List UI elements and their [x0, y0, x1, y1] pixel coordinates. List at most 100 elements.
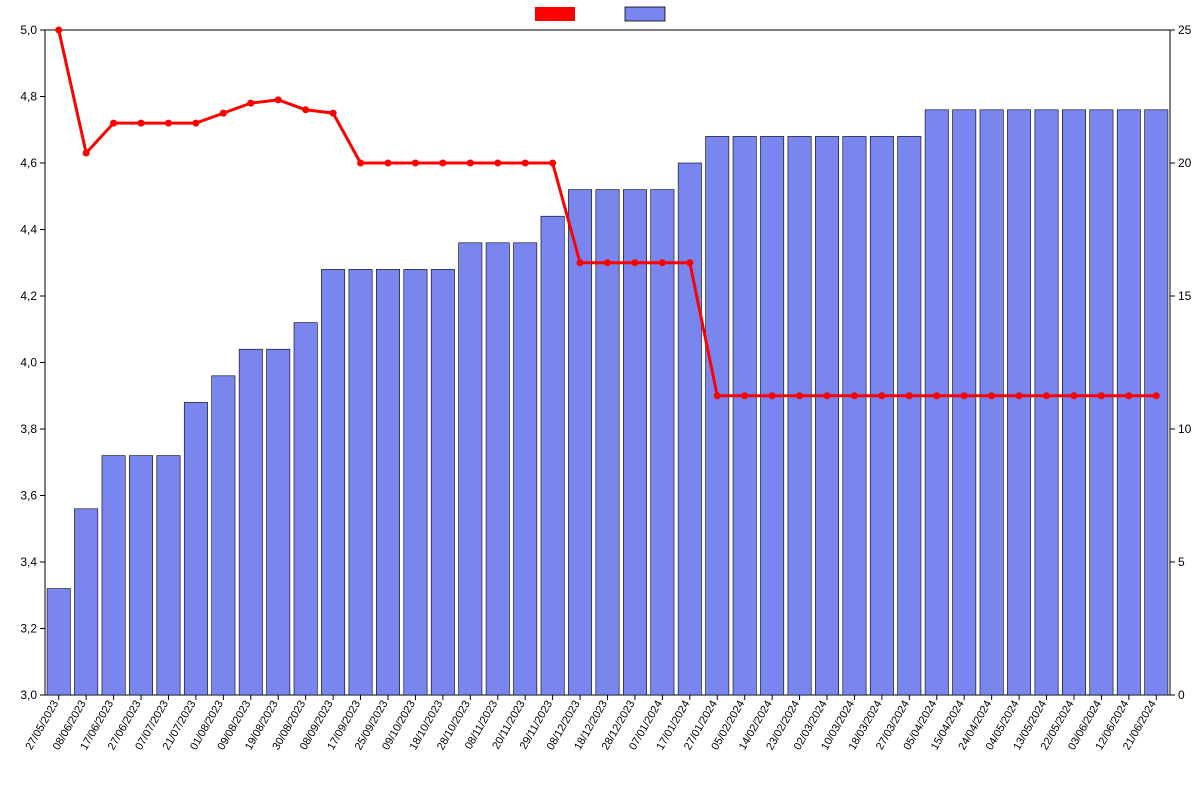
line-marker [1125, 392, 1132, 399]
line-marker [357, 160, 364, 167]
y-left-tick-label: 5,0 [20, 23, 37, 37]
line-marker [769, 392, 776, 399]
bar-series [47, 110, 1168, 695]
line-marker [686, 259, 693, 266]
bar [157, 456, 180, 695]
y-left-tick-label: 4,4 [20, 223, 37, 237]
line-marker [247, 100, 254, 107]
bar [239, 349, 262, 695]
bar [486, 243, 509, 695]
line-marker [384, 160, 391, 167]
bar [760, 136, 783, 695]
y-left-tick-label: 4,6 [20, 156, 37, 170]
line-marker [1153, 392, 1160, 399]
bar [74, 509, 97, 695]
bar [184, 402, 207, 695]
bar [953, 110, 976, 695]
line-marker [110, 120, 117, 127]
line-marker [714, 392, 721, 399]
bar [376, 269, 399, 695]
line-marker [933, 392, 940, 399]
line-marker [961, 392, 968, 399]
y-right-tick-label: 5 [1178, 555, 1185, 569]
bar [294, 323, 317, 695]
line-marker [1098, 392, 1105, 399]
line-marker [1070, 392, 1077, 399]
line-marker [906, 392, 913, 399]
bar [349, 269, 372, 695]
line-marker [439, 160, 446, 167]
line-marker [330, 110, 337, 117]
y-right-tick-label: 15 [1178, 289, 1192, 303]
line-marker [549, 160, 556, 167]
bar [321, 269, 344, 695]
line-marker [631, 259, 638, 266]
y-left-tick-label: 4,8 [20, 90, 37, 104]
bar [541, 216, 564, 695]
bar [514, 243, 537, 695]
bar [925, 110, 948, 695]
y-right-tick-label: 10 [1178, 422, 1192, 436]
bar [404, 269, 427, 695]
bar [706, 136, 729, 695]
bar [788, 136, 811, 695]
y-left-tick-label: 4,0 [20, 356, 37, 370]
line-marker [522, 160, 529, 167]
line-marker [577, 259, 584, 266]
bar [47, 589, 70, 695]
legend-swatch-line [535, 7, 575, 21]
line-marker [851, 392, 858, 399]
bar [1145, 110, 1168, 695]
line-marker [275, 96, 282, 103]
bar [1035, 110, 1058, 695]
line-marker [1016, 392, 1023, 399]
line-marker [604, 259, 611, 266]
y-left-tick-label: 3,2 [20, 622, 37, 636]
line-marker [165, 120, 172, 127]
line-marker [412, 160, 419, 167]
bar [1062, 110, 1085, 695]
line-marker [796, 392, 803, 399]
bar [102, 456, 125, 695]
bar [212, 376, 235, 695]
bar [1090, 110, 1113, 695]
bar [870, 136, 893, 695]
bar [815, 136, 838, 695]
legend-swatch-bar [625, 7, 665, 21]
y-right-tick-label: 20 [1178, 156, 1192, 170]
line-marker [659, 259, 666, 266]
bar [431, 269, 454, 695]
bar [1007, 110, 1030, 695]
line-marker [302, 106, 309, 113]
y-right-tick-label: 0 [1178, 688, 1185, 702]
chart-svg: 3,0 3,2 3,4 3,6 3,8 4,0 4,2 4,4 4,6 4,8 5,0 0 5 10 15 2… [0, 0, 1200, 800]
bar [843, 136, 866, 695]
bar [1117, 110, 1140, 695]
y-left-tick-label: 3,4 [20, 555, 37, 569]
y-left-tick-label: 3,8 [20, 422, 37, 436]
line-marker [1043, 392, 1050, 399]
y-left-tick-label: 4,2 [20, 289, 37, 303]
bar [733, 136, 756, 695]
bar [129, 456, 152, 695]
line-marker [878, 392, 885, 399]
y-left-tick-label: 3,0 [20, 688, 37, 702]
line-marker [988, 392, 995, 399]
y-right-tick-label: 25 [1178, 23, 1192, 37]
line-marker [494, 160, 501, 167]
bar [980, 110, 1003, 695]
bar [678, 163, 701, 695]
line-marker [55, 27, 62, 34]
line-marker [138, 120, 145, 127]
bar [459, 243, 482, 695]
line-marker [741, 392, 748, 399]
bar [898, 136, 921, 695]
line-marker [824, 392, 831, 399]
line-marker [467, 160, 474, 167]
line-marker [220, 110, 227, 117]
legend [535, 7, 665, 21]
bar [267, 349, 290, 695]
combo-chart: 3,0 3,2 3,4 3,6 3,8 4,0 4,2 4,4 4,6 4,8 5,0 0 5 10 15 2… [0, 0, 1200, 800]
line-marker [192, 120, 199, 127]
y-left-tick-label: 3,6 [20, 489, 37, 503]
